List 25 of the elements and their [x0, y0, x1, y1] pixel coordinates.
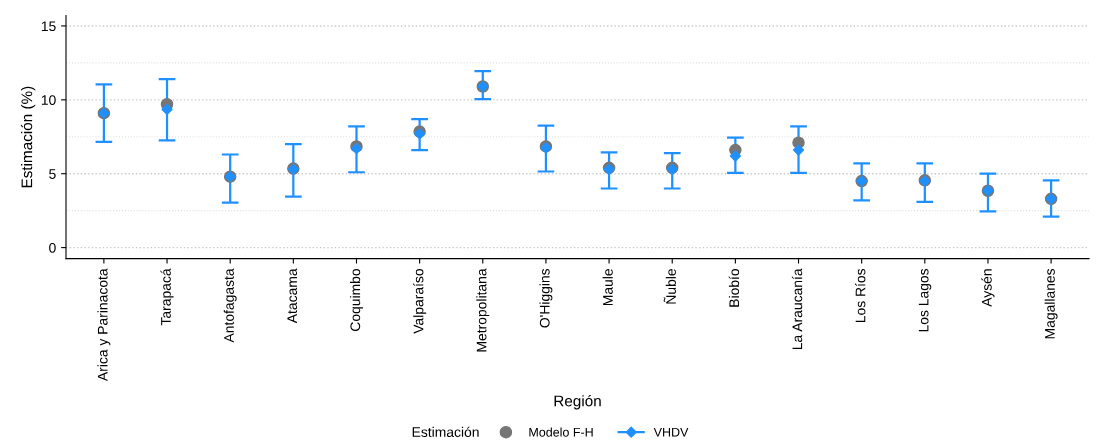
y-tick-label: 5 — [49, 169, 56, 179]
x-tick-label: Arica y Parinacota — [97, 268, 111, 382]
y-tick-label: 0 — [49, 242, 56, 253]
x-tick-label: Biobío — [728, 268, 740, 307]
x-tick-label: Aysén — [981, 269, 995, 307]
legend-label: VHDV — [653, 427, 689, 437]
legend-title: Estimación — [412, 426, 479, 437]
x-tick-label: Coquimbo — [350, 268, 363, 331]
y-axis-title: Estimación (%) — [20, 86, 36, 188]
x-tick-label: Atacama — [287, 268, 298, 324]
x-tick-label: La Araucanía — [791, 268, 803, 350]
x-tick-label: Valparaíso — [413, 268, 427, 334]
x-tick-label: Los Ríos — [855, 268, 866, 323]
y-tick-label: 10 — [41, 95, 56, 105]
x-tick-label: Ñuble — [663, 269, 676, 304]
x-tick-label: O'Higgins — [539, 268, 553, 328]
x-tick-label: Magallanes — [1044, 268, 1058, 339]
x-axis-title: Región — [554, 394, 601, 410]
x-tick-label: Tarapacá — [160, 268, 174, 326]
x-tick-label: Metropolitana — [476, 268, 490, 352]
x-tick-label: Maule — [602, 269, 613, 306]
legend-label: Modelo F-H — [529, 427, 593, 437]
x-tick-label: Antofagasta — [223, 268, 237, 343]
x-tick-label: Los Lagos — [918, 268, 932, 332]
y-tick-label: 15 — [41, 21, 56, 32]
